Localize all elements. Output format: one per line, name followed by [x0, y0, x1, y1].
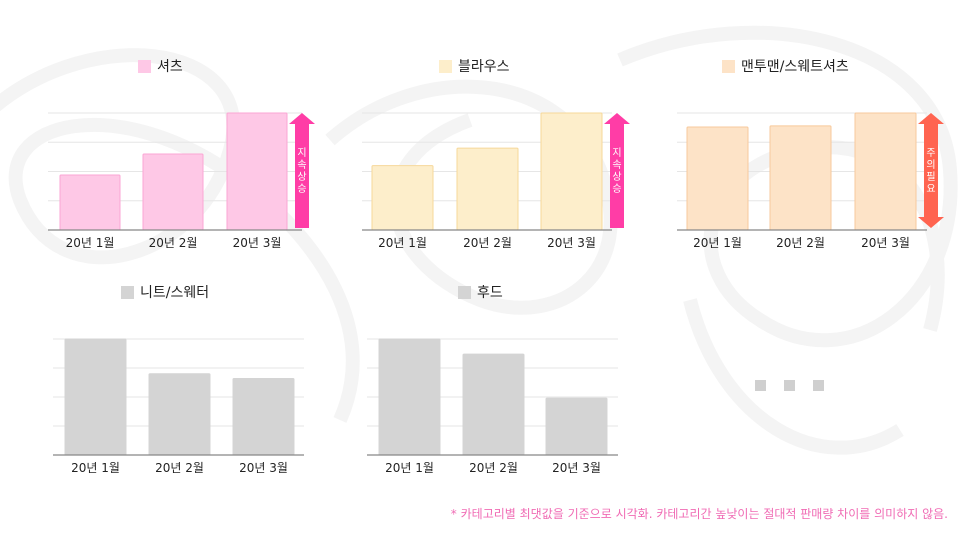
legend-swatch-sweatshirt: [722, 59, 735, 73]
legend-swatch-hood: [458, 285, 471, 299]
tick-label: 20년 2월: [463, 236, 512, 250]
legend-label-knit: 니트/스웨터: [140, 285, 210, 301]
tick-label: 20년 2월: [155, 461, 204, 475]
up-arrow-icon: [604, 113, 630, 228]
bar: [462, 353, 525, 456]
tick-label: 20년 3월: [233, 236, 282, 250]
double-arrow-icon: [918, 113, 944, 228]
annotation-char: 승: [612, 183, 621, 195]
legend-knit: 니트/스웨터: [121, 282, 209, 302]
tick-label: 20년 2월: [776, 236, 825, 250]
bar: [64, 338, 127, 456]
legend-blouse: 블라우스: [439, 56, 510, 76]
tick-label: 20년 3월: [239, 461, 288, 475]
legend-shirt: 셔츠: [138, 56, 183, 76]
tick-label: 20년 2월: [469, 461, 518, 475]
bar: [148, 373, 211, 456]
bar: [545, 397, 608, 456]
legend-label-shirt: 셔츠: [157, 59, 183, 75]
tick-label: 20년 1월: [71, 461, 120, 475]
legend-label-sweatshirt: 맨투맨/스웨트셔츠: [741, 59, 849, 75]
bar: [142, 153, 204, 231]
annotation-char: 지: [297, 147, 306, 159]
tick-label: 20년 3월: [547, 236, 596, 250]
tick-label: 20년 1월: [66, 236, 115, 250]
ellipsis-dot: [755, 380, 766, 391]
bar: [232, 377, 295, 456]
tick-label: 20년 3월: [861, 236, 910, 250]
annotation-char: 의: [926, 159, 935, 171]
tick-label: 20년 1월: [385, 461, 434, 475]
bar: [686, 126, 749, 231]
tick-label: 20년 2월: [149, 236, 198, 250]
legend-swatch-knit: [121, 285, 134, 299]
ellipsis-dot: [813, 380, 824, 391]
annotation-char: 지: [612, 147, 621, 159]
annotation-char: 상: [297, 171, 306, 183]
legend-swatch-shirt: [138, 59, 151, 73]
bar: [226, 112, 288, 231]
tick-label: 20년 3월: [552, 461, 601, 475]
legend-label-hood: 후드: [477, 285, 503, 301]
ellipsis-dot: [784, 380, 795, 391]
annotation-char: 상: [612, 171, 621, 183]
more-indicator: [755, 380, 824, 391]
legend-sweatshirt: 맨투맨/스웨트셔츠: [722, 56, 849, 76]
bar: [371, 165, 434, 231]
annotation-char: 속: [297, 159, 306, 171]
annotation-char: 속: [612, 159, 621, 171]
footnote: * 카테고리별 최댓값을 기준으로 시각화. 카테고리간 높낮이는 절대적 판매…: [450, 507, 948, 521]
up-arrow-icon: [289, 113, 315, 228]
bar: [854, 112, 917, 231]
legend-label-blouse: 블라우스: [458, 59, 510, 75]
bar: [378, 338, 441, 456]
bar: [769, 125, 832, 231]
tick-label: 20년 1월: [693, 236, 742, 250]
bar: [540, 112, 603, 231]
tick-label: 20년 1월: [378, 236, 427, 250]
annotation-char: 요: [926, 184, 935, 195]
annotation-char: 승: [297, 183, 306, 195]
legend-hood: 후드: [458, 282, 503, 302]
bar: [456, 147, 519, 231]
annotation-char: 주: [926, 148, 935, 159]
annotation-char: 필: [926, 171, 935, 183]
legend-swatch-blouse: [439, 59, 452, 73]
bar: [59, 174, 121, 231]
